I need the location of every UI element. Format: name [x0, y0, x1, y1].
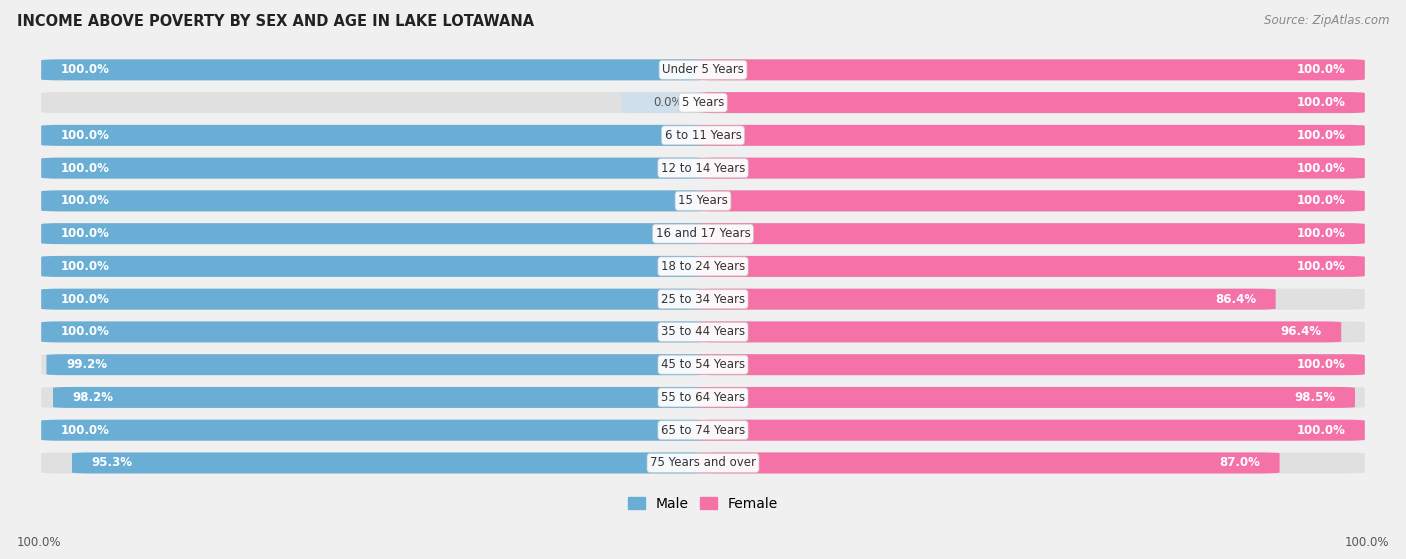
- FancyBboxPatch shape: [41, 387, 1365, 408]
- FancyBboxPatch shape: [696, 59, 1365, 80]
- FancyBboxPatch shape: [41, 125, 710, 146]
- Text: 100.0%: 100.0%: [1296, 260, 1346, 273]
- Text: 96.4%: 96.4%: [1281, 325, 1322, 338]
- Text: Under 5 Years: Under 5 Years: [662, 63, 744, 77]
- Text: 6 to 11 Years: 6 to 11 Years: [665, 129, 741, 142]
- Text: 100.0%: 100.0%: [1296, 162, 1346, 174]
- Text: 100.0%: 100.0%: [1296, 195, 1346, 207]
- FancyBboxPatch shape: [41, 288, 1365, 310]
- Text: 98.5%: 98.5%: [1294, 391, 1336, 404]
- Text: 100.0%: 100.0%: [1344, 536, 1389, 549]
- FancyBboxPatch shape: [41, 158, 710, 178]
- Text: 18 to 24 Years: 18 to 24 Years: [661, 260, 745, 273]
- Text: 100.0%: 100.0%: [60, 325, 110, 338]
- Legend: Male, Female: Male, Female: [623, 491, 783, 517]
- FancyBboxPatch shape: [41, 223, 710, 244]
- FancyBboxPatch shape: [41, 191, 1365, 211]
- Text: 100.0%: 100.0%: [17, 536, 62, 549]
- Text: 100.0%: 100.0%: [1296, 96, 1346, 109]
- Text: 12 to 14 Years: 12 to 14 Years: [661, 162, 745, 174]
- Text: 25 to 34 Years: 25 to 34 Years: [661, 293, 745, 306]
- FancyBboxPatch shape: [41, 420, 710, 440]
- Text: 15 Years: 15 Years: [678, 195, 728, 207]
- FancyBboxPatch shape: [41, 59, 710, 80]
- FancyBboxPatch shape: [41, 420, 1365, 440]
- Text: 75 Years and over: 75 Years and over: [650, 457, 756, 470]
- FancyBboxPatch shape: [696, 420, 1365, 440]
- Text: 86.4%: 86.4%: [1215, 293, 1256, 306]
- FancyBboxPatch shape: [41, 191, 710, 211]
- Text: 100.0%: 100.0%: [60, 162, 110, 174]
- FancyBboxPatch shape: [41, 256, 1365, 277]
- Text: 100.0%: 100.0%: [1296, 227, 1346, 240]
- Text: 95.3%: 95.3%: [91, 457, 132, 470]
- FancyBboxPatch shape: [696, 223, 1365, 244]
- Text: 100.0%: 100.0%: [60, 293, 110, 306]
- FancyBboxPatch shape: [696, 321, 1341, 343]
- Text: 65 to 74 Years: 65 to 74 Years: [661, 424, 745, 437]
- FancyBboxPatch shape: [696, 256, 1365, 277]
- FancyBboxPatch shape: [621, 92, 706, 113]
- FancyBboxPatch shape: [41, 92, 1365, 113]
- Text: 87.0%: 87.0%: [1219, 457, 1260, 470]
- Text: 16 and 17 Years: 16 and 17 Years: [655, 227, 751, 240]
- FancyBboxPatch shape: [696, 125, 1365, 146]
- Text: 0.0%: 0.0%: [654, 96, 683, 109]
- FancyBboxPatch shape: [696, 191, 1365, 211]
- Text: 35 to 44 Years: 35 to 44 Years: [661, 325, 745, 338]
- Text: 5 Years: 5 Years: [682, 96, 724, 109]
- FancyBboxPatch shape: [41, 354, 1365, 375]
- FancyBboxPatch shape: [41, 452, 1365, 473]
- Text: 98.2%: 98.2%: [73, 391, 114, 404]
- FancyBboxPatch shape: [46, 354, 710, 375]
- FancyBboxPatch shape: [696, 288, 1275, 310]
- Text: 100.0%: 100.0%: [60, 424, 110, 437]
- Text: 45 to 54 Years: 45 to 54 Years: [661, 358, 745, 371]
- FancyBboxPatch shape: [72, 452, 710, 473]
- FancyBboxPatch shape: [696, 387, 1355, 408]
- Text: 100.0%: 100.0%: [60, 195, 110, 207]
- FancyBboxPatch shape: [41, 125, 1365, 146]
- FancyBboxPatch shape: [696, 158, 1365, 178]
- Text: 99.2%: 99.2%: [66, 358, 107, 371]
- Text: 55 to 64 Years: 55 to 64 Years: [661, 391, 745, 404]
- FancyBboxPatch shape: [696, 92, 1365, 113]
- FancyBboxPatch shape: [41, 59, 1365, 80]
- FancyBboxPatch shape: [41, 321, 710, 343]
- FancyBboxPatch shape: [53, 387, 710, 408]
- Text: 100.0%: 100.0%: [1296, 63, 1346, 77]
- FancyBboxPatch shape: [41, 158, 1365, 178]
- FancyBboxPatch shape: [41, 321, 1365, 343]
- FancyBboxPatch shape: [696, 354, 1365, 375]
- Text: 100.0%: 100.0%: [60, 63, 110, 77]
- FancyBboxPatch shape: [41, 288, 710, 310]
- Text: 100.0%: 100.0%: [1296, 424, 1346, 437]
- Text: 100.0%: 100.0%: [1296, 358, 1346, 371]
- Text: 100.0%: 100.0%: [1296, 129, 1346, 142]
- FancyBboxPatch shape: [696, 452, 1279, 473]
- FancyBboxPatch shape: [41, 256, 710, 277]
- Text: 100.0%: 100.0%: [60, 260, 110, 273]
- Text: 100.0%: 100.0%: [60, 129, 110, 142]
- FancyBboxPatch shape: [41, 223, 1365, 244]
- Text: Source: ZipAtlas.com: Source: ZipAtlas.com: [1264, 14, 1389, 27]
- Text: 100.0%: 100.0%: [60, 227, 110, 240]
- Text: INCOME ABOVE POVERTY BY SEX AND AGE IN LAKE LOTAWANA: INCOME ABOVE POVERTY BY SEX AND AGE IN L…: [17, 14, 534, 29]
